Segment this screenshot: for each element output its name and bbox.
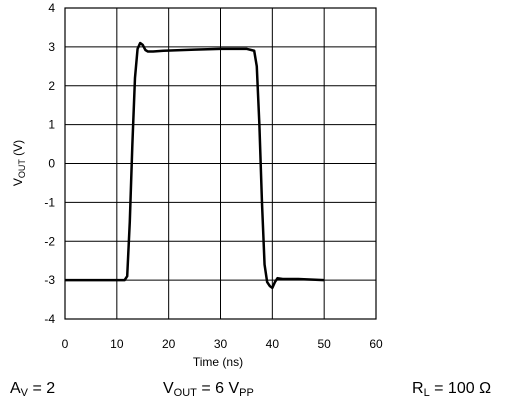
y-tick-label: 0 — [48, 157, 55, 171]
chart: 0 10 20 30 40 50 60 -4 -3 -2 -1 0 1 2 3 4 Time (ns) VO… — [11, 1, 383, 369]
y-tick-label: -4 — [44, 312, 55, 326]
x-tick-label: 60 — [369, 337, 383, 351]
x-tick-label: 0 — [62, 337, 69, 351]
x-tick-label: 50 — [317, 337, 331, 351]
load-caption: RL = 100 Ω — [412, 380, 492, 399]
y-tick-label: 1 — [48, 118, 55, 132]
x-tick-label: 10 — [110, 337, 124, 351]
y-tick-label: -2 — [44, 234, 55, 248]
y-tick-label: -1 — [44, 195, 55, 209]
x-tick-label: 20 — [162, 337, 176, 351]
x-tick-label: 40 — [266, 337, 280, 351]
gain-caption: AV = 2 — [10, 380, 56, 399]
plot-frame — [64, 7, 377, 320]
y-axis-label: VOUT (V) — [11, 140, 27, 186]
y-tick-label: 4 — [48, 1, 55, 15]
series-line — [65, 41, 325, 290]
x-axis-label: Time (ns) — [193, 355, 243, 369]
y-tick-label: -3 — [44, 273, 55, 287]
y-tick-label: 3 — [48, 40, 55, 54]
x-axis-ticks: 0 10 20 30 40 50 60 — [62, 337, 383, 351]
y-axis-ticks: -4 -3 -2 -1 0 1 2 3 4 — [44, 1, 55, 326]
grid — [64, 7, 377, 320]
vout-caption: VOUT = 6 VPP — [163, 380, 254, 399]
y-tick-label: 2 — [48, 79, 55, 93]
x-tick-label: 30 — [214, 337, 228, 351]
